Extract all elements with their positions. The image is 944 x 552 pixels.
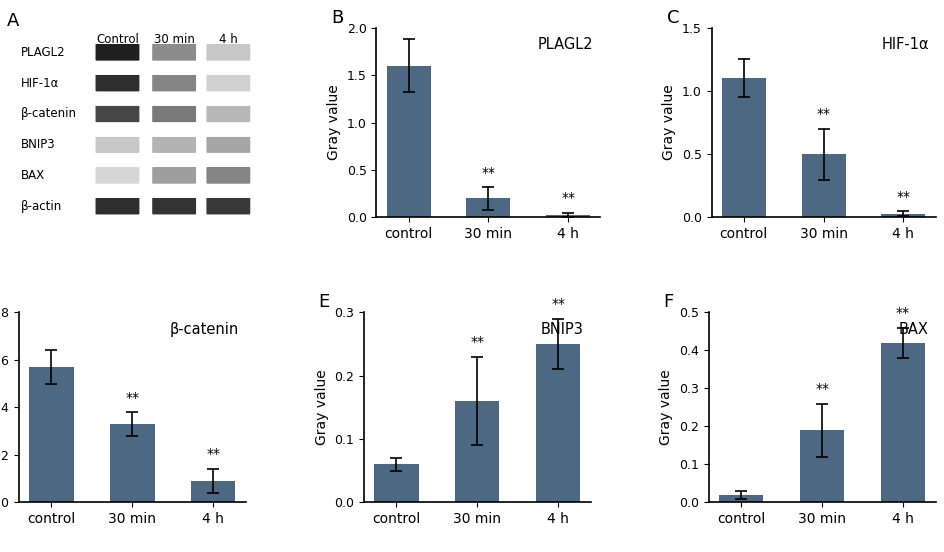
Text: **: **	[561, 191, 575, 205]
Bar	[454, 401, 499, 502]
FancyBboxPatch shape	[206, 136, 250, 153]
Bar	[881, 214, 924, 217]
FancyBboxPatch shape	[95, 105, 140, 122]
Text: BAX: BAX	[898, 322, 928, 337]
FancyBboxPatch shape	[206, 167, 250, 184]
Text: HIF-1α: HIF-1α	[880, 37, 928, 52]
Text: **: **	[470, 335, 483, 349]
Text: A: A	[7, 12, 19, 30]
Bar	[29, 367, 74, 502]
Y-axis label: Gray value: Gray value	[314, 369, 329, 445]
Text: BAX: BAX	[22, 169, 45, 182]
Text: BNIP3: BNIP3	[22, 138, 56, 151]
FancyBboxPatch shape	[206, 198, 250, 214]
Bar	[466, 199, 510, 217]
Text: Control: Control	[96, 33, 139, 46]
Text: **: **	[896, 189, 909, 204]
Text: HIF-1α: HIF-1α	[22, 77, 59, 89]
FancyBboxPatch shape	[95, 136, 140, 153]
Text: **: **	[206, 448, 220, 461]
FancyBboxPatch shape	[152, 198, 195, 214]
FancyBboxPatch shape	[152, 136, 195, 153]
FancyBboxPatch shape	[95, 44, 140, 61]
Text: PLAGL2: PLAGL2	[22, 46, 66, 59]
FancyBboxPatch shape	[152, 75, 195, 92]
Text: B: B	[331, 9, 344, 26]
Y-axis label: Gray value: Gray value	[327, 84, 341, 161]
FancyBboxPatch shape	[152, 44, 195, 61]
Bar	[110, 424, 155, 502]
Y-axis label: Gray value: Gray value	[662, 84, 676, 161]
Text: **: **	[816, 107, 830, 121]
Text: 4 h: 4 h	[219, 33, 238, 46]
Bar	[880, 343, 924, 502]
Text: BNIP3: BNIP3	[540, 322, 583, 337]
Text: β-actin: β-actin	[22, 200, 62, 213]
Text: **: **	[815, 382, 828, 396]
Text: **: **	[480, 166, 495, 179]
Text: F: F	[663, 294, 673, 311]
Bar	[386, 66, 430, 217]
Text: **: **	[895, 306, 909, 320]
Bar	[718, 495, 763, 502]
Bar	[721, 78, 765, 217]
FancyBboxPatch shape	[95, 75, 140, 92]
Text: E: E	[318, 294, 329, 311]
Text: C: C	[666, 9, 679, 26]
Bar	[191, 481, 235, 502]
FancyBboxPatch shape	[152, 105, 195, 122]
FancyBboxPatch shape	[95, 167, 140, 184]
FancyBboxPatch shape	[95, 198, 140, 214]
Text: 30 min: 30 min	[154, 33, 194, 46]
FancyBboxPatch shape	[206, 44, 250, 61]
FancyBboxPatch shape	[206, 75, 250, 92]
Bar	[535, 344, 580, 502]
Bar	[801, 154, 845, 217]
Text: β-catenin: β-catenin	[22, 107, 77, 120]
Text: β-catenin: β-catenin	[170, 322, 239, 337]
FancyBboxPatch shape	[152, 167, 195, 184]
Text: **: **	[550, 297, 565, 311]
Y-axis label: Gray value: Gray value	[659, 369, 673, 445]
Bar	[546, 215, 590, 217]
Text: PLAGL2: PLAGL2	[537, 37, 593, 52]
Bar	[799, 430, 843, 502]
Text: **: **	[126, 390, 139, 405]
Bar	[374, 464, 418, 502]
FancyBboxPatch shape	[206, 105, 250, 122]
